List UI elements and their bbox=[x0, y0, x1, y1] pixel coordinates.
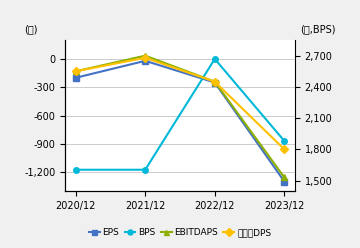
BPS bbox=[73, 168, 78, 171]
Text: (원,BPS): (원,BPS) bbox=[301, 24, 336, 34]
보통주DPS bbox=[213, 80, 217, 83]
Line: 보통주DPS: 보통주DPS bbox=[73, 55, 287, 152]
EPS bbox=[282, 180, 287, 183]
Line: EPS: EPS bbox=[73, 58, 287, 184]
EBITDAPS bbox=[73, 70, 78, 73]
BPS bbox=[143, 168, 147, 171]
Line: EBITDAPS: EBITDAPS bbox=[73, 53, 287, 180]
보통주DPS bbox=[73, 70, 78, 73]
BPS bbox=[213, 58, 217, 61]
EBITDAPS bbox=[213, 80, 217, 83]
Text: (원): (원) bbox=[24, 24, 37, 34]
BPS bbox=[282, 139, 287, 142]
Legend: EPS, BPS, EBITDAPS, 보통주DPS: EPS, BPS, EBITDAPS, 보통주DPS bbox=[85, 225, 275, 241]
EPS bbox=[73, 76, 78, 79]
보통주DPS bbox=[282, 148, 287, 151]
EPS bbox=[143, 59, 147, 62]
EBITDAPS bbox=[143, 54, 147, 57]
EPS bbox=[213, 81, 217, 84]
EBITDAPS bbox=[282, 176, 287, 179]
Line: BPS: BPS bbox=[73, 56, 287, 173]
보통주DPS bbox=[143, 56, 147, 59]
